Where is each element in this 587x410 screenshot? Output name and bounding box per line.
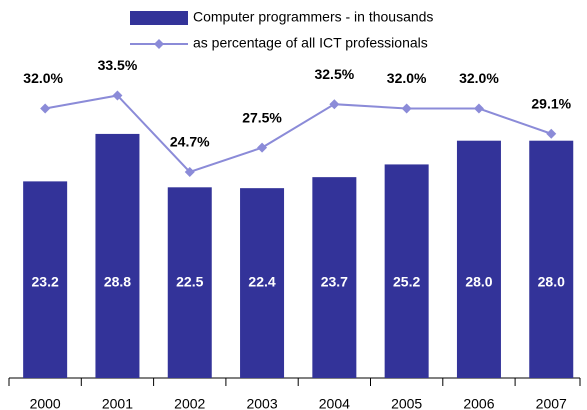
bar [312, 177, 357, 378]
bar [384, 164, 429, 378]
line-value-label: 24.7% [170, 134, 210, 150]
bar [529, 140, 574, 378]
line-value-label: 32.5% [314, 66, 354, 82]
x-tick-label: 2003 [246, 396, 277, 410]
x-tick-label: 2006 [463, 396, 494, 410]
bar-value-label: 25.2 [393, 274, 420, 290]
bar-value-label: 28.0 [538, 274, 565, 290]
bar [456, 140, 501, 378]
bar-value-label: 23.7 [321, 274, 348, 290]
line-marker [40, 103, 51, 114]
x-tick-label: 2004 [319, 396, 350, 410]
line-marker [401, 103, 412, 114]
line-value-label: 32.0% [23, 70, 63, 86]
line-marker [546, 128, 557, 139]
x-tick-label: 2005 [391, 396, 422, 410]
legend-marker [154, 39, 164, 49]
line-marker [257, 142, 268, 153]
line-marker [184, 166, 195, 177]
bar [240, 188, 285, 378]
bar-value-label: 23.2 [32, 274, 59, 290]
line-value-label: 33.5% [98, 57, 138, 73]
x-tick-label: 2007 [536, 396, 567, 410]
line-value-label: 29.1% [531, 95, 571, 111]
bar-value-label: 28.0 [465, 274, 492, 290]
bar-value-label: 28.8 [104, 274, 131, 290]
line-value-label: 32.0% [387, 70, 427, 86]
x-tick-label: 2001 [102, 396, 133, 410]
line-value-label: 27.5% [242, 109, 282, 125]
line [44, 94, 552, 174]
line-marker [473, 103, 484, 114]
x-tick-label: 2002 [174, 396, 205, 410]
bar-value-label: 22.4 [248, 274, 275, 290]
bar [23, 181, 68, 378]
bar [167, 187, 212, 378]
legend-label: Computer programmers - in thousands [193, 9, 433, 25]
bar-value-label: 22.5 [176, 274, 203, 290]
bar [95, 133, 140, 378]
line-value-label: 32.0% [459, 70, 499, 86]
line-marker [329, 99, 340, 110]
legend-label: as percentage of all ICT professionals [193, 35, 428, 51]
line-marker [112, 90, 123, 101]
legend-swatch [130, 11, 188, 25]
x-tick-label: 2000 [30, 396, 61, 410]
